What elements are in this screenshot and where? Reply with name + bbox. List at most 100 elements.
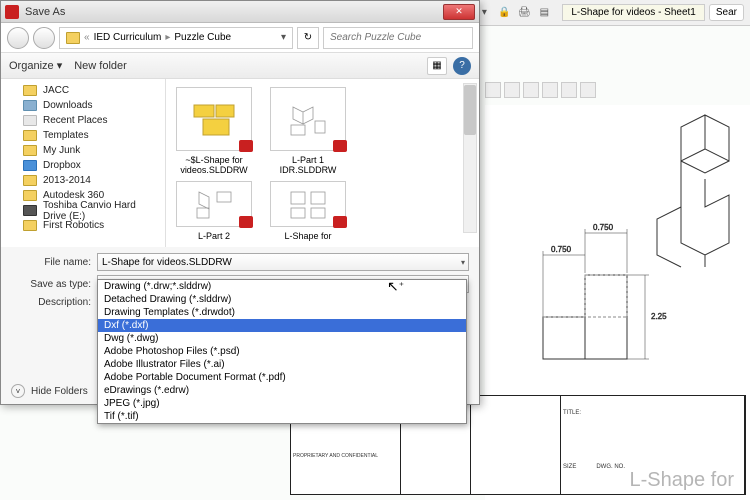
- sidebar-item[interactable]: Toshiba Canvio Hard Drive (E:): [1, 203, 165, 218]
- lock-icon[interactable]: 🔒: [496, 5, 512, 21]
- folder-icon: [23, 85, 37, 96]
- print-icon[interactable]: 🖨: [516, 5, 532, 21]
- tool-icon[interactable]: [542, 82, 558, 98]
- sidebar-item[interactable]: Downloads: [1, 98, 165, 113]
- folder-icon: [23, 130, 37, 141]
- dialog-body: JACC Downloads Recent Places Templates My Ju…: [1, 79, 479, 247]
- sidebar-item-label: My Junk: [43, 145, 80, 156]
- dropdown-option[interactable]: Dwg (*.dwg): [98, 332, 466, 345]
- folder-icon: [23, 115, 37, 126]
- dropdown-option[interactable]: eDrawings (*.edrw): [98, 384, 466, 397]
- refresh-button[interactable]: ↻: [297, 27, 319, 49]
- dimension-label: 2.25: [651, 312, 667, 321]
- sidebar-item-label: Downloads: [43, 100, 92, 111]
- file-label: L-Shape for: [268, 231, 348, 241]
- new-folder-button[interactable]: New folder: [74, 60, 127, 72]
- file-label: L-Part 1 IDR.SLDDRW: [268, 155, 348, 175]
- sidebar-item[interactable]: Dropbox: [1, 158, 165, 173]
- file-label: ~$L-Shape for videos.SLDDRW: [174, 155, 254, 175]
- sidebar-item-label: JACC: [43, 85, 69, 96]
- sidebar-item-label: First Robotics: [43, 220, 104, 231]
- folder-tree: JACC Downloads Recent Places Templates My Ju…: [1, 79, 166, 247]
- folder-icon: [23, 220, 37, 231]
- hide-folders-button[interactable]: Hide Folders: [31, 386, 88, 397]
- sidebar-item[interactable]: 2013-2014: [1, 173, 165, 188]
- drawing-svg: 0.750 0.750 2.25: [485, 105, 750, 395]
- file-thumbnail[interactable]: L-Shape for: [268, 181, 348, 241]
- dwg-field-label: DWG. NO.: [596, 464, 625, 470]
- solidworks-icon: [5, 5, 19, 19]
- sidebar-item[interactable]: Recent Places: [1, 113, 165, 128]
- cad-tool-strip: [485, 82, 746, 100]
- sidebar-item[interactable]: Templates: [1, 128, 165, 143]
- folder-icon: [23, 145, 37, 156]
- sheet-icon[interactable]: ▤: [536, 5, 552, 21]
- organize-menu[interactable]: Organize ▾: [9, 59, 62, 72]
- description-label: Description:: [11, 297, 97, 308]
- dropdown-option[interactable]: Adobe Photoshop Files (*.psd): [98, 345, 466, 358]
- watermark: L-Shape for: [629, 469, 734, 492]
- search-input[interactable]: [323, 27, 473, 49]
- help-button[interactable]: ?: [453, 57, 471, 75]
- size-field-label: SIZE: [563, 464, 576, 470]
- sidebar-item-label: Toshiba Canvio Hard Drive (E:): [43, 200, 159, 222]
- sw-badge-icon: [333, 216, 347, 228]
- back-button[interactable]: [7, 27, 29, 49]
- tool-icon[interactable]: [504, 82, 520, 98]
- tool-icon[interactable]: [523, 82, 539, 98]
- file-thumbnail[interactable]: ~$L-Shape for videos.SLDDRW: [174, 87, 254, 175]
- sw-badge-icon: [333, 140, 347, 152]
- dropdown-option[interactable]: Drawing Templates (*.drwdot): [98, 306, 466, 319]
- folder-icon: [23, 160, 37, 171]
- folder-icon: [66, 32, 80, 44]
- save-as-dialog: Save As ✕ « IED Curriculum ▸ Puzzle Cube…: [0, 0, 480, 405]
- sidebar-item-label: Recent Places: [43, 115, 107, 126]
- sidebar-item-label: Dropbox: [43, 160, 81, 171]
- dropdown-option[interactable]: Tif (*.tif): [98, 410, 466, 423]
- sidebar-item[interactable]: My Junk: [1, 143, 165, 158]
- breadcrumb-sep: «: [84, 32, 90, 43]
- dimension-label: 0.750: [551, 245, 572, 254]
- chevron-down-icon[interactable]: ▾: [281, 32, 286, 43]
- tool-icon[interactable]: [580, 82, 596, 98]
- nav-bar: « IED Curriculum ▸ Puzzle Cube ▾ ↻: [1, 23, 479, 53]
- file-thumbnail[interactable]: L-Part 2: [174, 181, 254, 241]
- title-field-label: TITLE:: [563, 410, 742, 416]
- tool-icon[interactable]: [561, 82, 577, 98]
- folder-icon: [23, 175, 37, 186]
- proprietary-label: PROPRIETARY AND CONFIDENTIAL: [293, 453, 398, 459]
- folder-icon: [23, 190, 37, 201]
- breadcrumb[interactable]: « IED Curriculum ▸ Puzzle Cube ▾: [59, 27, 293, 49]
- sidebar-item-label: 2013-2014: [43, 175, 91, 186]
- app-search[interactable]: Sear: [709, 4, 744, 21]
- sw-badge-icon: [239, 140, 253, 152]
- dropdown-option[interactable]: Drawing (*.drw;*.slddrw): [98, 280, 466, 293]
- sidebar-item-label: Templates: [43, 130, 89, 141]
- scrollbar-thumb[interactable]: [464, 85, 476, 135]
- dimension-label: 0.750: [593, 223, 614, 232]
- dropdown-option[interactable]: Detached Drawing (*.slddrw): [98, 293, 466, 306]
- breadcrumb-seg[interactable]: IED Curriculum: [94, 32, 162, 43]
- dropdown-option[interactable]: JPEG (*.jpg): [98, 397, 466, 410]
- save-type-label: Save as type:: [11, 279, 97, 290]
- sidebar-item[interactable]: JACC: [1, 83, 165, 98]
- document-tab[interactable]: L-Shape for videos - Sheet1: [562, 4, 705, 21]
- file-name-input[interactable]: L-Shape for videos.SLDDRW ▾: [97, 253, 469, 271]
- chevron-down-icon[interactable]: ▾: [461, 258, 465, 267]
- dropdown-option[interactable]: Dxf (*.dxf): [98, 319, 466, 332]
- sw-badge-icon: [239, 216, 253, 228]
- file-thumbnail[interactable]: L-Part 1 IDR.SLDDRW: [268, 87, 348, 175]
- file-name-value: L-Shape for videos.SLDDRW: [102, 257, 232, 268]
- collapse-icon[interactable]: ˅: [11, 384, 25, 398]
- file-name-label: File name:: [11, 257, 97, 268]
- tool-icon[interactable]: [485, 82, 501, 98]
- dropdown-option[interactable]: Adobe Portable Document Format (*.pdf): [98, 371, 466, 384]
- folder-icon: [23, 100, 37, 111]
- dialog-toolbar: Organize ▾ New folder ▦ ?: [1, 53, 479, 79]
- close-button[interactable]: ✕: [443, 4, 475, 20]
- breadcrumb-seg[interactable]: Puzzle Cube: [174, 32, 231, 43]
- dialog-title-bar: Save As ✕: [1, 1, 479, 23]
- forward-button[interactable]: [33, 27, 55, 49]
- view-button[interactable]: ▦: [427, 57, 447, 75]
- dropdown-option[interactable]: Adobe Illustrator Files (*.ai): [98, 358, 466, 371]
